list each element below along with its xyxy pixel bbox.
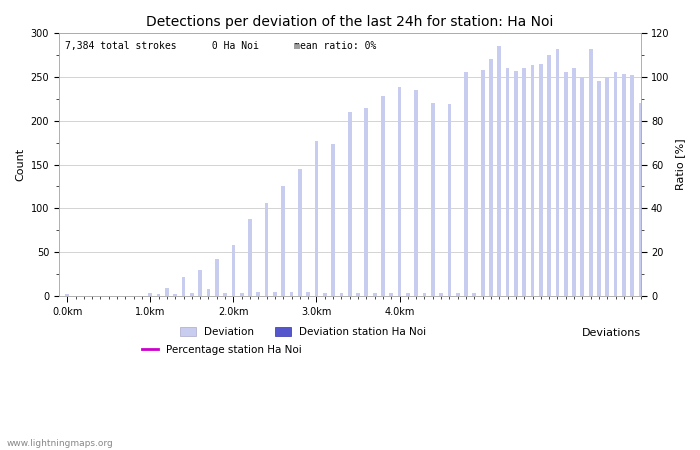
Bar xyxy=(597,81,601,296)
Bar xyxy=(182,277,186,296)
Bar xyxy=(232,245,235,296)
Bar xyxy=(323,293,327,296)
Bar xyxy=(290,292,293,296)
Bar xyxy=(356,292,360,296)
Legend: Percentage station Ha Noi: Percentage station Ha Noi xyxy=(138,341,306,360)
Bar xyxy=(447,104,452,296)
Bar xyxy=(498,46,501,296)
Bar xyxy=(522,68,526,296)
Bar xyxy=(165,288,169,296)
Bar xyxy=(589,49,592,296)
Bar xyxy=(248,219,252,296)
Bar xyxy=(539,63,542,296)
Bar xyxy=(439,293,443,296)
Bar xyxy=(215,259,218,296)
Title: Detections per deviation of the last 24h for station: Ha Noi: Detections per deviation of the last 24h… xyxy=(146,15,554,29)
Bar xyxy=(273,292,276,296)
Bar xyxy=(630,75,634,296)
Bar xyxy=(223,293,227,296)
Y-axis label: Count: Count xyxy=(15,148,25,181)
Bar xyxy=(514,71,518,296)
Bar xyxy=(414,90,418,296)
Bar xyxy=(206,289,210,296)
Bar xyxy=(148,293,152,296)
Bar xyxy=(281,185,285,296)
Bar xyxy=(473,293,476,296)
Bar xyxy=(547,55,551,296)
Bar xyxy=(340,292,343,296)
Bar xyxy=(531,64,534,296)
Bar xyxy=(464,72,468,296)
Bar xyxy=(556,49,559,296)
Text: Deviations: Deviations xyxy=(582,328,640,338)
Bar xyxy=(373,293,377,296)
Bar xyxy=(638,103,643,296)
Y-axis label: Ratio [%]: Ratio [%] xyxy=(675,139,685,190)
Bar xyxy=(398,87,401,296)
Bar xyxy=(456,293,460,296)
Bar xyxy=(256,292,260,296)
Bar xyxy=(157,294,160,296)
Bar xyxy=(606,77,609,296)
Bar xyxy=(406,293,410,296)
Bar xyxy=(298,169,302,296)
Bar xyxy=(314,141,318,296)
Bar xyxy=(348,112,351,296)
Bar xyxy=(65,294,69,296)
Text: 7,384 total strokes      0 Ha Noi      mean ratio: 0%: 7,384 total strokes 0 Ha Noi mean ratio:… xyxy=(64,41,376,51)
Bar xyxy=(381,96,385,296)
Bar xyxy=(365,108,368,296)
Bar xyxy=(431,103,435,296)
Bar xyxy=(190,292,194,296)
Bar xyxy=(307,292,310,296)
Bar xyxy=(174,294,177,296)
Bar xyxy=(564,72,568,296)
Bar xyxy=(331,144,335,296)
Bar xyxy=(481,70,484,296)
Bar xyxy=(265,203,269,296)
Bar xyxy=(580,77,584,296)
Text: www.lightningmaps.org: www.lightningmaps.org xyxy=(7,439,113,448)
Bar xyxy=(389,292,393,296)
Bar xyxy=(198,270,202,296)
Bar xyxy=(489,59,493,296)
Bar xyxy=(572,68,576,296)
Bar xyxy=(505,68,510,296)
Bar xyxy=(423,293,426,296)
Bar xyxy=(622,74,626,296)
Bar xyxy=(614,72,617,296)
Bar xyxy=(240,292,244,296)
